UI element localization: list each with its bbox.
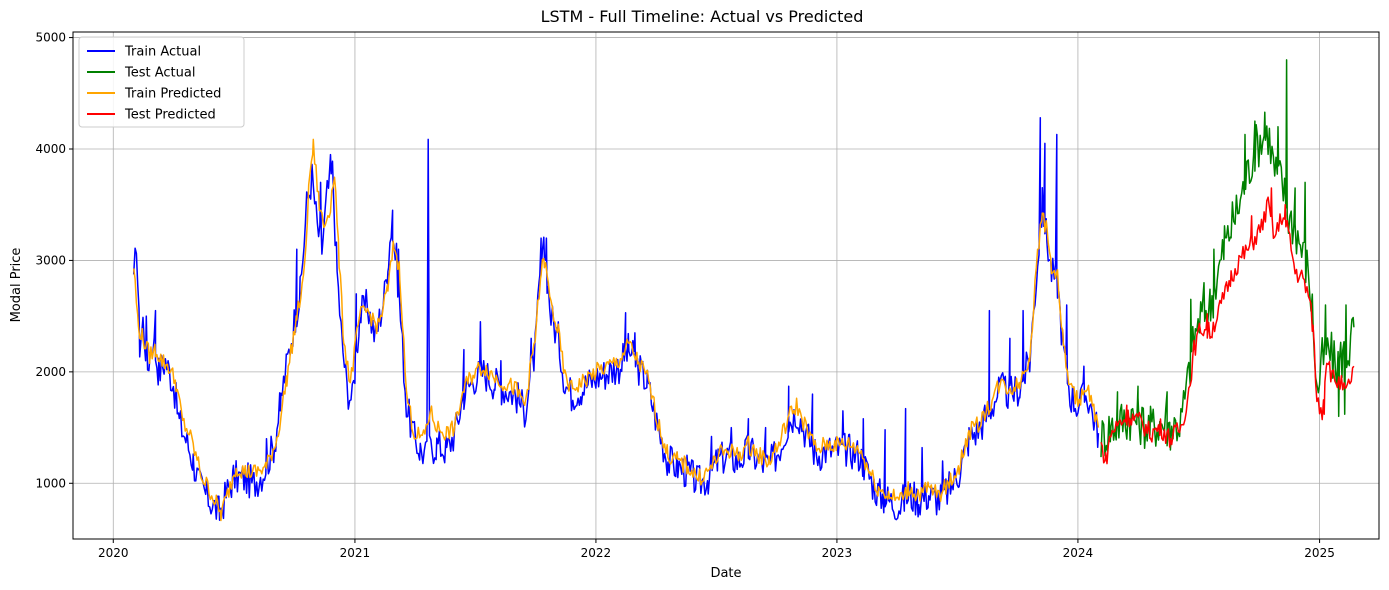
series-line-test-predicted <box>1100 187 1355 465</box>
y-tick-label: 5000 <box>35 31 66 45</box>
x-tick-label: 2025 <box>1304 546 1335 560</box>
y-tick-label: 4000 <box>35 142 66 156</box>
series-line-train-actual <box>132 117 1100 521</box>
y-tick-label: 1000 <box>35 476 66 490</box>
plot-frame <box>72 31 1380 540</box>
x-tick-label: 2023 <box>822 546 853 560</box>
x-tick-label: 2021 <box>340 546 371 560</box>
legend: Train Actual Test Actual Train Predicted Te… <box>78 36 245 128</box>
x-axis: 2020 2021 2022 2023 2024 2025 <box>98 539 1335 560</box>
x-tick-label: 2024 <box>1063 546 1094 560</box>
y-axis: 1000 2000 3000 4000 5000 <box>35 31 73 490</box>
x-tick-label: 2022 <box>581 546 612 560</box>
x-tick-label: 2020 <box>98 546 129 560</box>
legend-label: Train Predicted <box>124 87 221 102</box>
x-axis-label: Date <box>710 566 741 581</box>
series-line-train-predicted <box>132 138 1100 522</box>
grid <box>73 32 1379 539</box>
y-tick-label: 2000 <box>35 365 66 379</box>
legend-label: Test Predicted <box>124 108 216 123</box>
chart-title: LSTM - Full Timeline: Actual vs Predicte… <box>541 7 864 26</box>
series-layer <box>132 59 1355 522</box>
y-tick-label: 3000 <box>35 253 66 267</box>
legend-label: Train Actual <box>124 45 201 60</box>
legend-label: Test Actual <box>124 66 195 81</box>
y-axis-label: Modal Price <box>9 248 24 323</box>
legend-box <box>78 36 245 128</box>
